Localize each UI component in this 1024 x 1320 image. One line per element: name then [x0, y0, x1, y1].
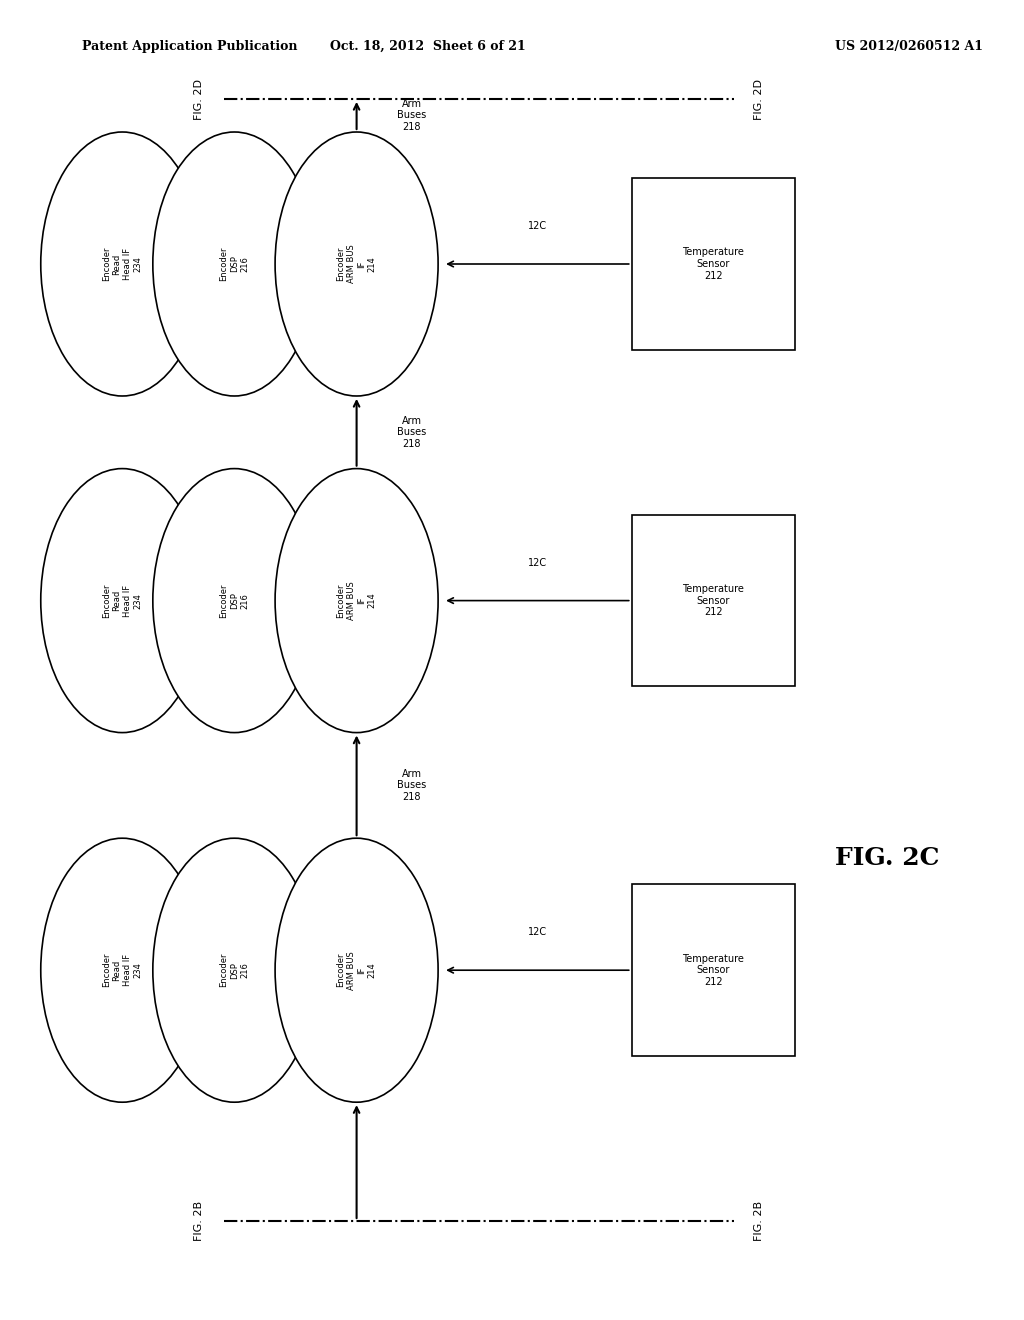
Ellipse shape — [41, 469, 204, 733]
Ellipse shape — [275, 838, 438, 1102]
FancyBboxPatch shape — [632, 884, 795, 1056]
Text: FIG. 2C: FIG. 2C — [836, 846, 940, 870]
Text: Temperature
Sensor
212: Temperature Sensor 212 — [682, 583, 744, 618]
Text: Encoder
DSP
216: Encoder DSP 216 — [219, 953, 249, 987]
Text: Encoder
ARM BUS
IF
214: Encoder ARM BUS IF 214 — [337, 581, 377, 620]
Text: Arm
Buses
218: Arm Buses 218 — [397, 768, 427, 803]
Ellipse shape — [41, 132, 204, 396]
Text: Encoder
DSP
216: Encoder DSP 216 — [219, 247, 249, 281]
Text: 12C: 12C — [528, 927, 547, 937]
Text: FIG. 2D: FIG. 2D — [754, 78, 764, 120]
Text: Arm
Buses
218: Arm Buses 218 — [397, 99, 427, 132]
Ellipse shape — [41, 838, 204, 1102]
Ellipse shape — [153, 838, 315, 1102]
Text: Encoder
ARM BUS
IF
214: Encoder ARM BUS IF 214 — [337, 244, 377, 284]
Text: Oct. 18, 2012  Sheet 6 of 21: Oct. 18, 2012 Sheet 6 of 21 — [330, 40, 525, 53]
FancyBboxPatch shape — [632, 178, 795, 350]
Text: US 2012/0260512 A1: US 2012/0260512 A1 — [836, 40, 983, 53]
Text: 12C: 12C — [528, 557, 547, 568]
FancyBboxPatch shape — [632, 515, 795, 686]
Ellipse shape — [275, 132, 438, 396]
Ellipse shape — [153, 132, 315, 396]
Text: 12C: 12C — [528, 220, 547, 231]
Text: Encoder
Read
Head IF
234: Encoder Read Head IF 234 — [102, 247, 142, 281]
Text: Encoder
ARM BUS
IF
214: Encoder ARM BUS IF 214 — [337, 950, 377, 990]
Text: FIG. 2B: FIG. 2B — [754, 1201, 764, 1241]
Text: Encoder
Read
Head IF
234: Encoder Read Head IF 234 — [102, 953, 142, 987]
Text: FIG. 2B: FIG. 2B — [194, 1201, 204, 1241]
Text: Encoder
Read
Head IF
234: Encoder Read Head IF 234 — [102, 583, 142, 618]
Ellipse shape — [275, 469, 438, 733]
Text: Encoder
DSP
216: Encoder DSP 216 — [219, 583, 249, 618]
Ellipse shape — [153, 469, 315, 733]
Text: Temperature
Sensor
212: Temperature Sensor 212 — [682, 247, 744, 281]
Text: FIG. 2D: FIG. 2D — [194, 78, 204, 120]
Text: Arm
Buses
218: Arm Buses 218 — [397, 416, 427, 449]
Text: Temperature
Sensor
212: Temperature Sensor 212 — [682, 953, 744, 987]
Text: Patent Application Publication: Patent Application Publication — [82, 40, 297, 53]
